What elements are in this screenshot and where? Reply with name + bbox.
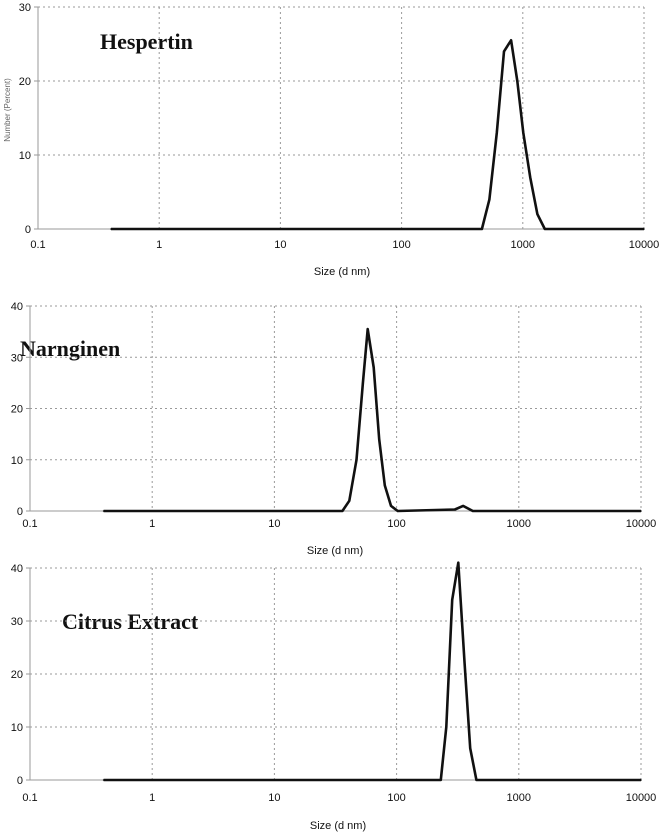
data-point [529, 176, 531, 178]
y-tick-label: 0 [17, 775, 23, 787]
x-tick-label: 100 [387, 792, 405, 804]
y-tick-labels: 0 10 20 30 40 [11, 563, 23, 787]
y-tick-label: 20 [19, 76, 31, 88]
x-tick-label: 1000 [507, 518, 531, 530]
data-point [451, 599, 453, 601]
series-group [102, 327, 642, 513]
y-tick-label: 20 [11, 669, 23, 681]
data-point [440, 779, 442, 781]
panel-hespertin: Hespertin Number (Percent) 0 10 20 30 0.1 1 1… [3, 2, 659, 278]
y-tick-labels: 0 10 20 30 40 [11, 301, 23, 518]
data-point [383, 484, 386, 487]
panel-title: Hespertin [100, 29, 193, 54]
size-distribution-curve [103, 327, 641, 513]
data-point [102, 779, 105, 781]
x-tick-label: 10 [268, 518, 280, 530]
y-tick-label: 10 [11, 455, 23, 467]
data-point [390, 505, 392, 507]
x-tick-label: 10 [274, 239, 286, 251]
x-tick-labels: 0.1 1 10 100 1000 10000 [22, 792, 656, 804]
data-point [348, 499, 351, 502]
x-tick-label: 100 [387, 518, 405, 530]
y-tick-label: 30 [19, 2, 31, 14]
data-point [640, 779, 642, 781]
y-tick-label: 10 [11, 722, 23, 734]
y-tick-label: 30 [11, 616, 23, 628]
x-tick-label: 1000 [507, 792, 531, 804]
data-point [463, 662, 466, 665]
x-tick-label: 1000 [511, 239, 535, 251]
data-point [481, 228, 483, 230]
x-tick-label: 0.1 [22, 518, 37, 530]
data-point [516, 80, 519, 82]
x-axis-label: Size (d nm) [307, 545, 363, 557]
data-point [544, 228, 546, 230]
series-group [110, 38, 645, 231]
data-point [396, 510, 399, 512]
x-tick-label: 10000 [626, 792, 657, 804]
data-point [536, 213, 539, 215]
x-tick-label: 100 [392, 239, 410, 251]
gridlines [26, 567, 642, 781]
data-point [488, 198, 491, 201]
x-tick-label: 10 [268, 792, 280, 804]
data-point [457, 561, 460, 564]
size-distribution-curve [111, 38, 644, 231]
x-axis-label: Size (d nm) [310, 820, 366, 832]
data-point [110, 228, 112, 230]
x-tick-label: 1 [149, 792, 155, 804]
data-point [503, 50, 505, 53]
y-tick-label: 40 [11, 301, 23, 313]
data-point [495, 132, 498, 134]
data-point [102, 510, 105, 512]
y-axis-label: Number (Percent) [3, 78, 12, 142]
x-tick-label: 0.1 [22, 792, 37, 804]
x-tick-label: 10000 [626, 518, 657, 530]
y-tick-label: 30 [11, 352, 23, 364]
y-tick-label: 40 [11, 563, 23, 575]
y-tick-label: 0 [25, 224, 31, 236]
size-distribution-curve [103, 561, 641, 782]
data-point [469, 747, 471, 749]
data-point [341, 510, 344, 512]
series-group [102, 561, 642, 782]
data-point [378, 438, 380, 441]
data-point [462, 505, 464, 507]
data-point [355, 458, 358, 461]
data-point [366, 328, 369, 330]
data-point [643, 228, 645, 230]
data-point [445, 726, 448, 728]
x-tick-label: 0.1 [30, 239, 45, 251]
data-point [475, 779, 478, 781]
y-tick-label: 10 [19, 150, 31, 162]
x-tick-labels: 0.1 1 10 100 1000 10000 [30, 239, 659, 251]
data-point [640, 510, 642, 512]
x-axis-label: Size (d nm) [314, 266, 370, 278]
data-point [454, 508, 456, 511]
data-point [372, 366, 375, 369]
data-point [510, 39, 512, 42]
data-point [471, 510, 474, 512]
x-tick-label: 10000 [629, 239, 660, 251]
gridlines [26, 305, 642, 512]
data-point [522, 132, 525, 134]
x-tick-label: 1 [156, 239, 162, 251]
data-point [362, 382, 364, 384]
x-tick-label: 1 [149, 518, 155, 530]
x-tick-labels: 0.1 1 10 100 1000 10000 [22, 518, 656, 530]
y-tick-label: 0 [17, 506, 23, 518]
y-tick-labels: 0 10 20 30 [19, 2, 31, 236]
y-tick-label: 20 [11, 404, 23, 416]
